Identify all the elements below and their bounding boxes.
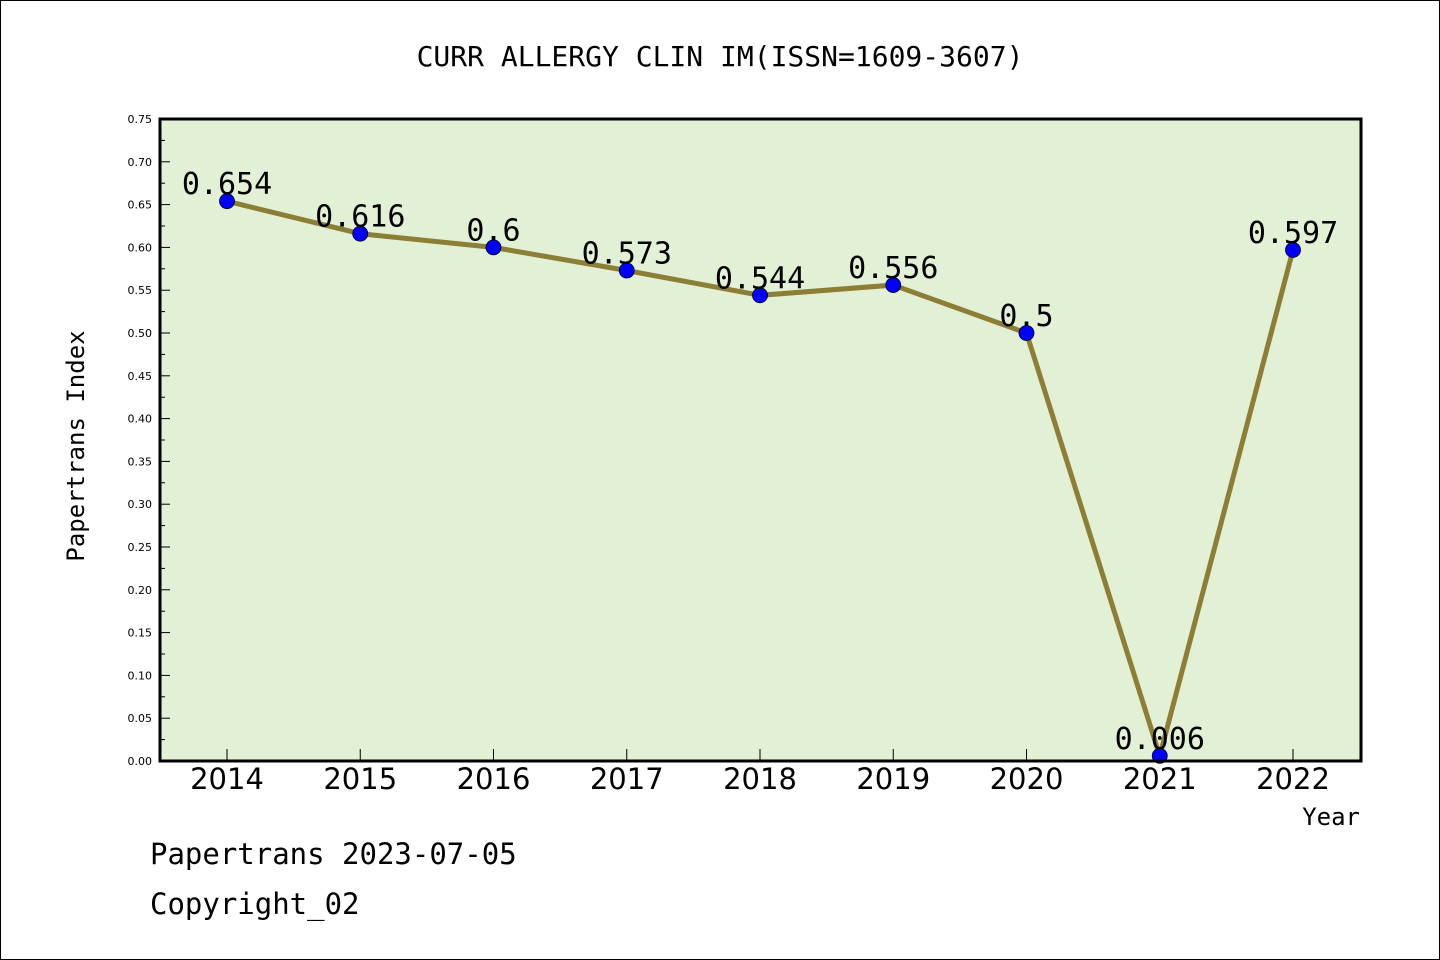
y-axis: 0.00 0.05 0.10 0.15 0.20 0.25 0.30 0.35 0.40 0.45… bbox=[128, 113, 170, 768]
x-tick-label: 2018 bbox=[723, 762, 797, 796]
x-tick-label: 2015 bbox=[323, 762, 397, 796]
x-axis: 2014 2015 2016 2017 2018 2019 2020 2021 2022 bbox=[190, 749, 1330, 796]
data-point bbox=[219, 193, 235, 210]
data-label: 0.006 bbox=[1115, 722, 1205, 757]
y-tick-label: 0.50 bbox=[128, 327, 153, 340]
footer-copyright: Copyright_02 bbox=[150, 887, 360, 922]
y-tick-label: 0.45 bbox=[128, 370, 153, 383]
x-tick-label: 2016 bbox=[457, 762, 531, 796]
x-axis-label: Year bbox=[1302, 803, 1360, 831]
y-tick-label: 0.55 bbox=[128, 284, 153, 297]
x-tick-label: 2022 bbox=[1256, 762, 1330, 796]
data-points bbox=[219, 193, 1301, 764]
y-tick-label: 0.25 bbox=[128, 541, 153, 554]
y-tick-label: 0.00 bbox=[128, 755, 153, 768]
data-point bbox=[485, 239, 502, 256]
data-label: 0.616 bbox=[315, 200, 405, 235]
data-label: 0.6 bbox=[466, 213, 520, 248]
y-tick-label: 0.35 bbox=[128, 455, 153, 468]
data-label: 0.544 bbox=[715, 261, 805, 296]
plot-border bbox=[158, 117, 1363, 763]
x-tick-label: 2019 bbox=[856, 762, 930, 796]
y-tick-label: 0.15 bbox=[128, 627, 153, 640]
chart-title: CURR ALLERGY CLIN IM(ISSN=1609-3607) bbox=[417, 40, 1024, 73]
data-label: 0.556 bbox=[848, 251, 938, 286]
data-point bbox=[352, 225, 369, 242]
x-tick-label: 2017 bbox=[590, 762, 664, 796]
data-point bbox=[1285, 242, 1301, 258]
data-point bbox=[618, 262, 635, 279]
data-label: 0.597 bbox=[1248, 216, 1338, 251]
data-point bbox=[1018, 325, 1035, 341]
y-tick-label: 0.20 bbox=[128, 584, 153, 597]
x-tick-label: 2020 bbox=[990, 762, 1064, 796]
y-axis-label: Papertrans Index bbox=[62, 330, 90, 561]
y-tick-label: 0.05 bbox=[128, 712, 153, 725]
x-tick-label: 2014 bbox=[190, 762, 264, 796]
data-point bbox=[752, 287, 768, 304]
y-tick-label: 0.65 bbox=[128, 199, 153, 212]
data-label: 0.573 bbox=[582, 237, 672, 272]
y-tick-label: 0.30 bbox=[128, 498, 153, 511]
data-label: 0.654 bbox=[182, 167, 272, 202]
y-tick-label: 0.75 bbox=[128, 113, 153, 126]
y-tick-label: 0.40 bbox=[128, 413, 153, 426]
data-point bbox=[885, 277, 902, 293]
y-tick-label: 0.60 bbox=[128, 241, 153, 254]
data-labels: 0.654 0.616 0.6 0.573 0.544 0.556 0.5 0.006 0.59… bbox=[182, 167, 1338, 757]
y-tick-label: 0.10 bbox=[128, 669, 153, 682]
data-label: 0.5 bbox=[999, 299, 1053, 334]
x-tick-label: 2021 bbox=[1123, 762, 1197, 796]
footer-date: Papertrans 2023-07-05 bbox=[150, 837, 517, 871]
y-tick-label: 0.70 bbox=[128, 156, 153, 169]
